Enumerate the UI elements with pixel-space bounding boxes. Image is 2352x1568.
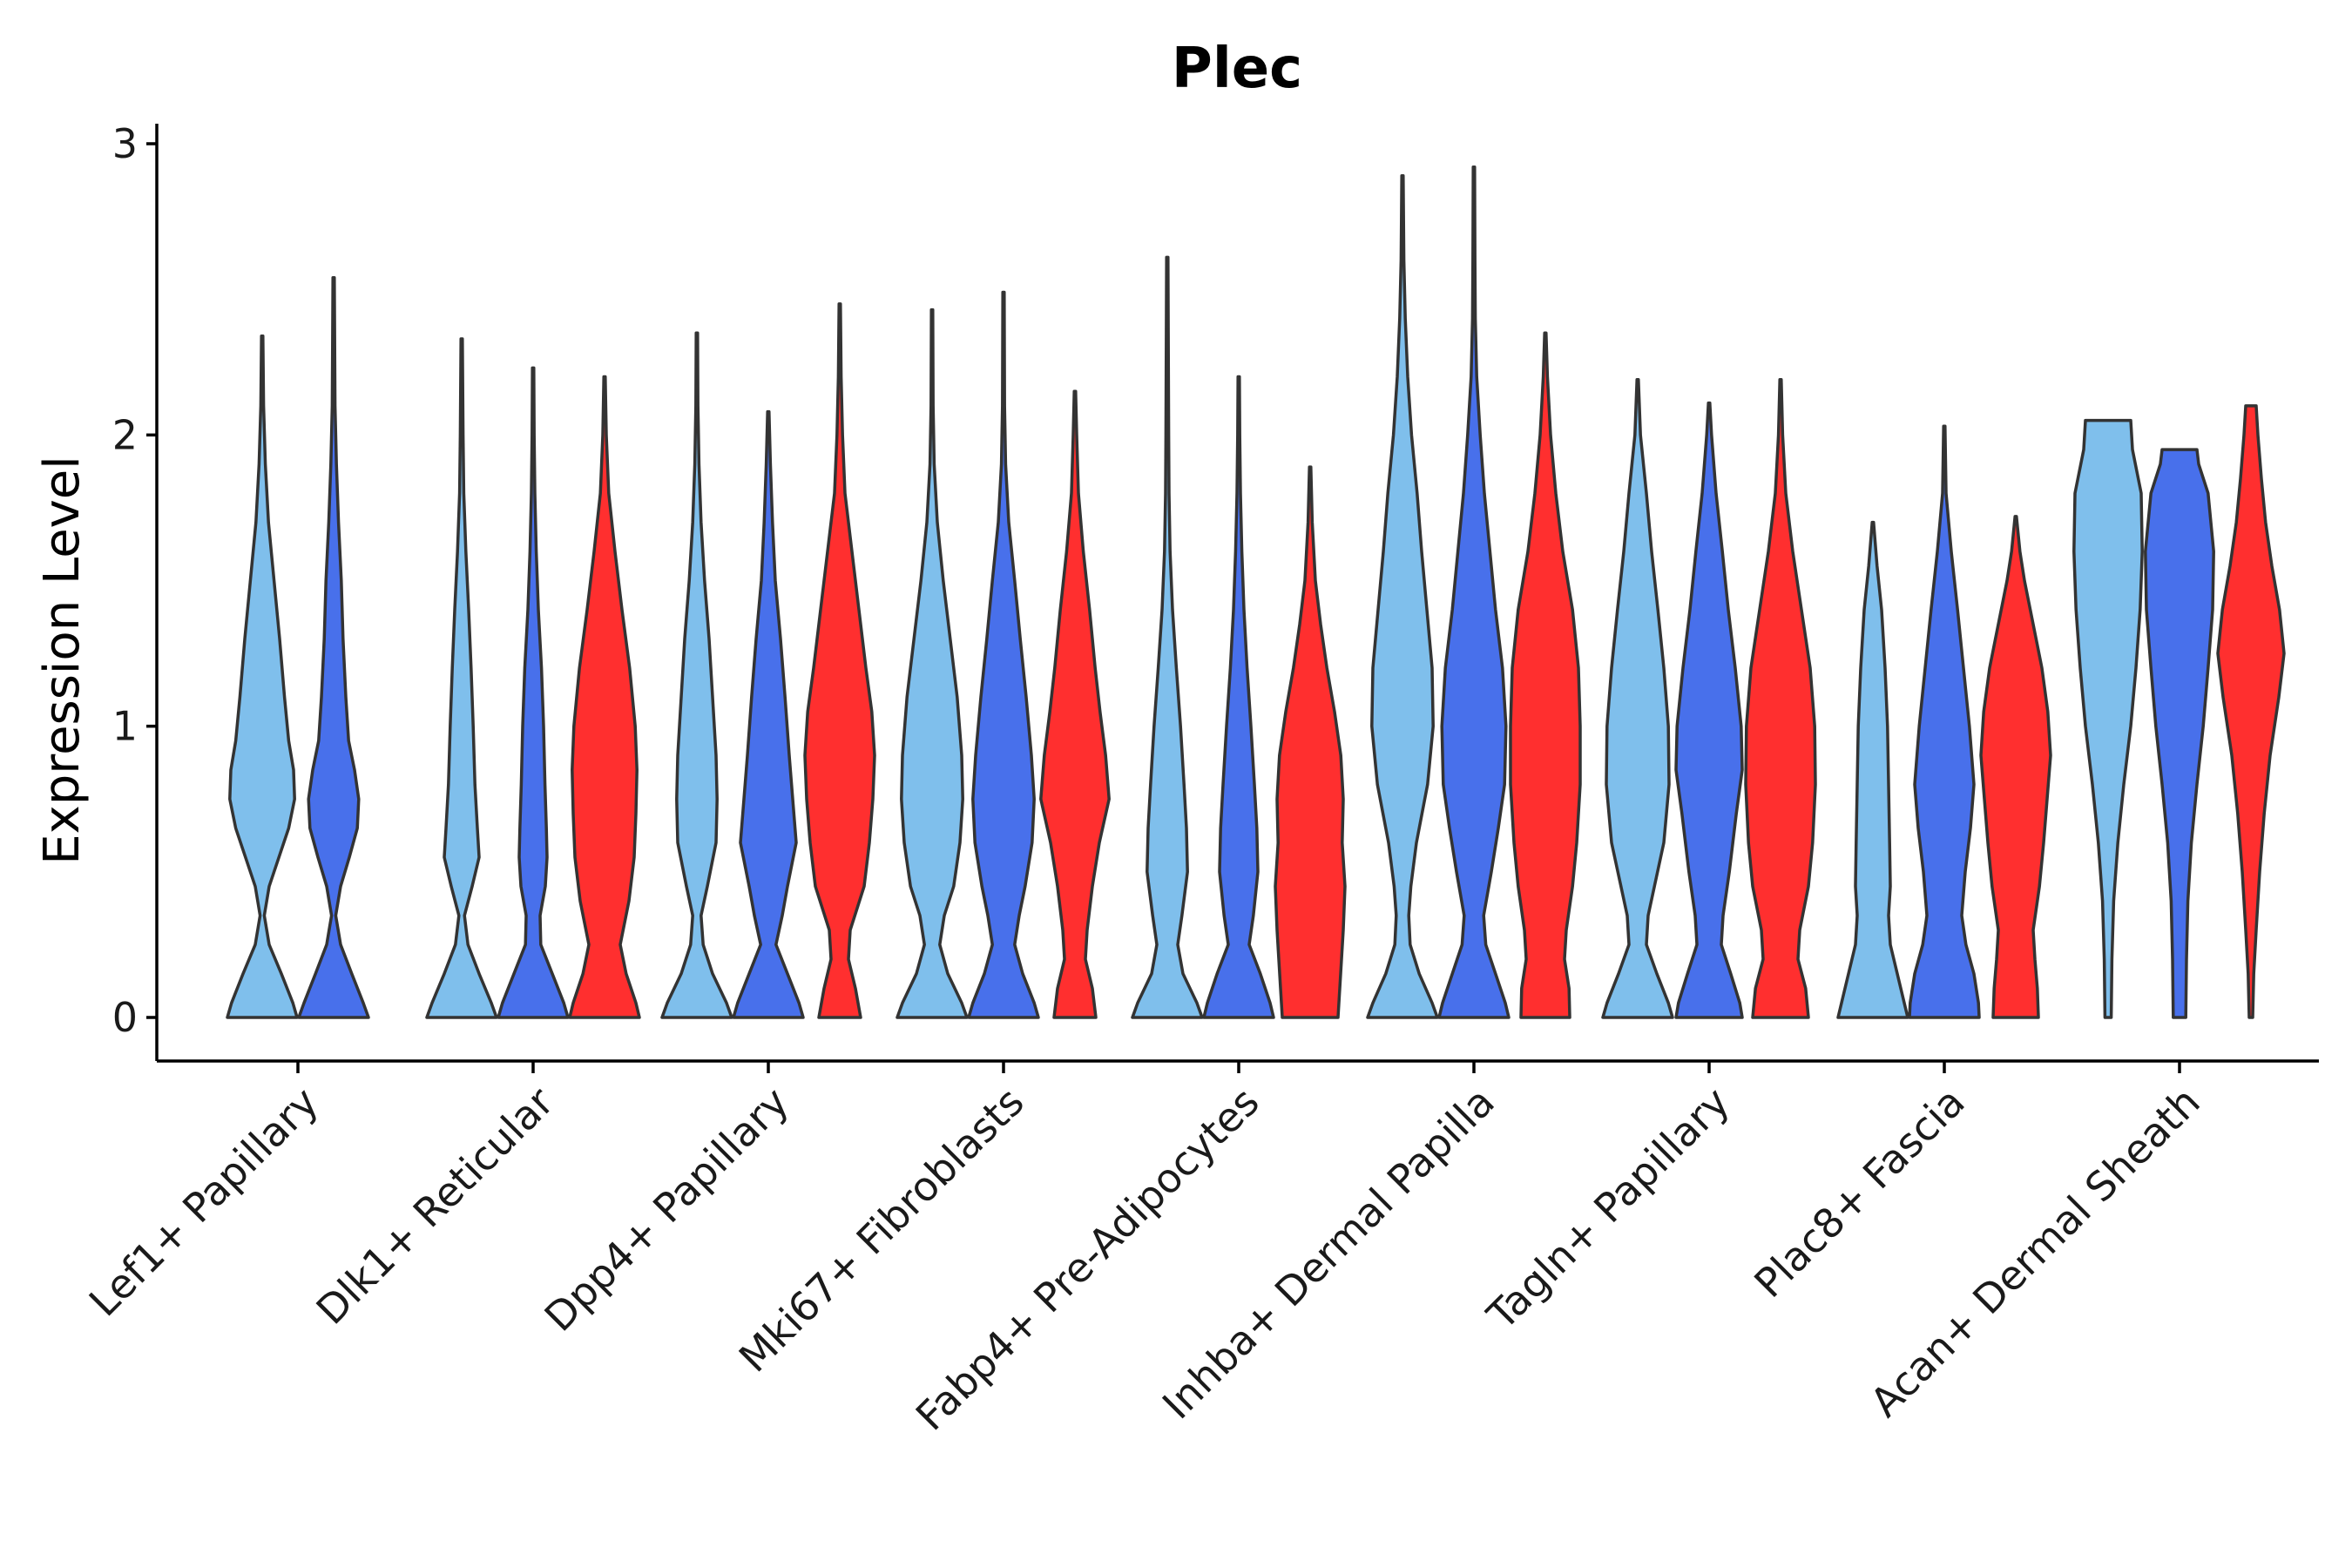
- violin-acan-dermal-sheath-series-1: [2144, 448, 2215, 1019]
- violin-inhba-dermal-papilla-series-2: [1509, 331, 1582, 1019]
- y-tick-label: 0: [112, 994, 138, 1041]
- y-tick-label: 2: [112, 411, 138, 458]
- violin-plac8-fascia-series-2: [1979, 515, 2052, 1019]
- violin-mki67-fibroblasts-series-0: [896, 308, 969, 1019]
- violin-plac8-fascia-series-0: [1836, 520, 1909, 1019]
- violin-dpp4-papillary-series-0: [660, 331, 733, 1019]
- violin-tagln-papillary-series-0: [1601, 378, 1674, 1019]
- violin-acan-dermal-sheath-series-0: [2072, 418, 2144, 1019]
- violin-inhba-dermal-papilla-series-0: [1366, 174, 1439, 1019]
- violin-plac8-fascia-series-1: [1908, 424, 1981, 1019]
- violin-fabp4-pre-adipocytes-series-2: [1274, 465, 1347, 1019]
- violin-mki67-fibroblasts-series-2: [1039, 389, 1111, 1019]
- violin-dlk1-reticular-series-2: [568, 375, 641, 1019]
- violin-mki67-fibroblasts-series-1: [967, 290, 1040, 1019]
- violin-tagln-papillary-series-1: [1674, 401, 1744, 1019]
- y-tick-label: 3: [112, 120, 138, 167]
- violin-dpp4-papillary-series-1: [732, 409, 805, 1019]
- violin-lef1-papillary-series-1: [297, 276, 370, 1019]
- violin-fabp4-pre-adipocytes-series-1: [1202, 375, 1275, 1019]
- violin-inhba-dermal-papilla-series-1: [1437, 165, 1511, 1019]
- y-axis-label: Expression Level: [34, 456, 91, 865]
- y-tick-label: 1: [112, 703, 138, 750]
- violin-fabp4-pre-adipocytes-series-0: [1131, 255, 1204, 1019]
- violin-dlk1-reticular-series-1: [497, 366, 570, 1019]
- violin-acan-dermal-sheath-series-2: [2216, 404, 2286, 1019]
- violin-dpp4-papillary-series-2: [803, 302, 876, 1019]
- chart-title: Plec: [1172, 37, 1302, 101]
- y-ticks: 0 1 2 3: [112, 120, 157, 1041]
- violin-lef1-papillary-series-0: [226, 334, 299, 1019]
- violin-tagln-papillary-series-2: [1744, 378, 1817, 1019]
- violin-layer: [226, 165, 2286, 1019]
- violin-dlk1-reticular-series-0: [425, 337, 498, 1019]
